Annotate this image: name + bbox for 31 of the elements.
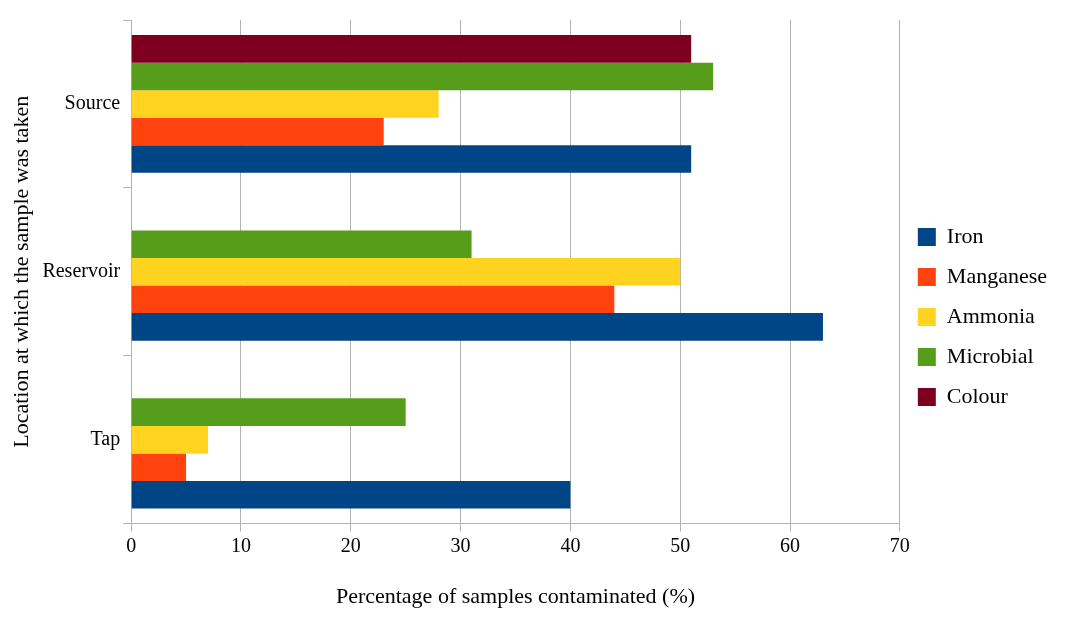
x-tick-label: 50 [670,533,691,556]
bar [131,62,714,91]
x-axis-title: Percentage of samples contaminated (%) [335,582,696,608]
bar [131,425,209,454]
legend-label: Microbial [946,342,1034,368]
bar [131,145,692,173]
bar [131,90,439,118]
y-tick-label: Reservoir [42,259,121,282]
y-tick-label: Source [64,91,121,114]
y-axis-title: Location at which the sample was taken [7,95,33,448]
x-tick-label: 40 [560,533,581,556]
legend-label: Iron [946,222,984,248]
bar [131,453,187,481]
legend-label: Ammonia [946,302,1036,328]
x-tick-label: 10 [230,533,251,556]
legend-label: Manganese [946,262,1048,288]
bar [131,285,615,314]
bar [131,480,571,509]
bar [131,313,823,341]
bar [131,117,384,146]
x-tick-label: 70 [889,533,910,556]
x-tick-label: 0 [126,533,137,556]
legend-label: Colour [946,382,1009,408]
bar [131,398,406,426]
bar [131,258,681,286]
x-tick-label: 60 [780,533,801,556]
x-tick-label: 30 [450,533,471,556]
x-tick-label: 20 [340,533,361,556]
bar [131,35,692,63]
bar [131,230,472,259]
y-tick-label: Tap [90,426,121,450]
